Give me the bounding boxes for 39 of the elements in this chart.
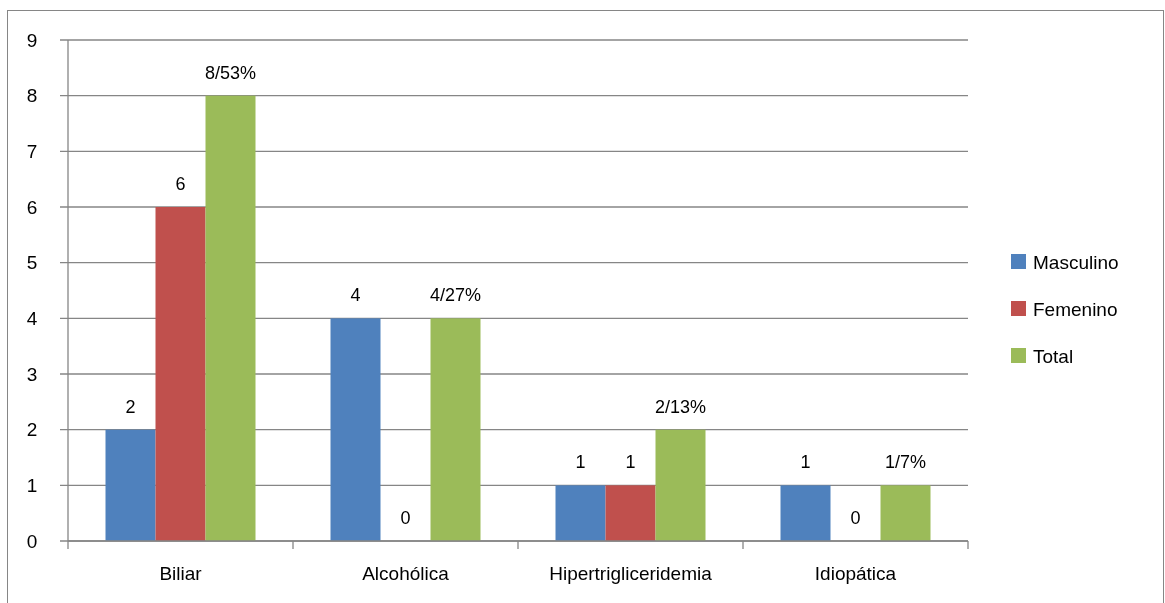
bar (655, 429, 706, 541)
legend-label: Masculino (1033, 251, 1119, 273)
y-tick-label: 0 (26, 530, 38, 552)
data-label: 2/13% (654, 396, 707, 417)
y-tick-label: 4 (26, 307, 38, 329)
bar (205, 95, 256, 541)
data-label: 1 (575, 452, 586, 473)
x-tick-label: Hipertrigliceridemia (549, 563, 713, 584)
data-label: 2 (125, 396, 136, 417)
data-label: 0 (850, 508, 861, 528)
bar (555, 485, 606, 541)
y-tick-label: 1 (26, 474, 38, 496)
y-tick-label: 2 (26, 419, 38, 441)
data-label: 8/53% (204, 62, 257, 83)
bar (430, 318, 481, 541)
y-tick-label: 3 (26, 363, 38, 385)
bar (880, 485, 931, 541)
bar (605, 485, 656, 541)
y-tick-label: 8 (26, 85, 38, 107)
data-label: 1 (625, 452, 636, 473)
x-tick-label: Biliar (159, 563, 203, 584)
bar (155, 207, 206, 541)
y-tick-label: 7 (26, 140, 38, 162)
data-label: 6 (175, 174, 186, 194)
bar (105, 429, 156, 541)
bar (780, 485, 831, 541)
legend-label: Femenino (1033, 298, 1118, 320)
data-label: 1 (800, 452, 811, 473)
y-tick-label: 9 (26, 29, 38, 51)
data-label: 4/27% (429, 285, 482, 306)
data-label: 0 (400, 508, 411, 528)
legend-label: Total (1033, 345, 1074, 367)
y-tick-label: 6 (26, 196, 38, 218)
bar (330, 318, 381, 541)
data-label: 1/7% (884, 452, 927, 473)
y-tick-label: 5 (26, 252, 38, 274)
data-label: 4 (350, 285, 361, 306)
x-tick-label: Alcohólica (362, 563, 450, 584)
x-tick-label: Idiopática (814, 563, 897, 584)
